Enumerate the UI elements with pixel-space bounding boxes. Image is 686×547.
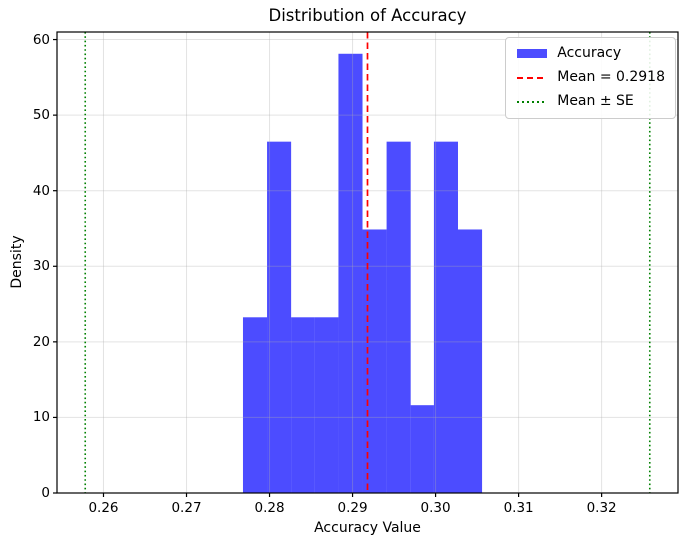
legend-item-accuracy: Accuracy [517, 45, 665, 62]
legend-label-mean-se: Mean ± SE [557, 93, 634, 109]
histogram-bar [457, 229, 483, 494]
histogram-bar [242, 317, 268, 493]
y-tick-label: 20 [32, 333, 50, 350]
x-tick-label: 0.32 [586, 500, 617, 516]
histogram-bar [433, 141, 458, 494]
histogram-bar [362, 229, 387, 494]
plot-border [56, 31, 679, 494]
x-tick-label: 0.28 [254, 500, 285, 516]
y-tick-label: 40 [32, 182, 50, 199]
legend-swatch-mean-dashed-line [517, 76, 548, 79]
histogram-bar [410, 405, 434, 493]
legend: Accuracy Mean = 0.2918 Mean ± SE [505, 37, 676, 119]
histogram-bar [291, 317, 315, 493]
y-tick-label: 10 [32, 409, 50, 426]
x-tick-label: 0.31 [503, 500, 534, 516]
legend-label-mean: Mean = 0.2918 [557, 69, 665, 85]
x-tick-label: 0.26 [88, 500, 119, 516]
chart-title: Distribution of Accuracy [268, 6, 467, 25]
x-tick-label: 0.29 [337, 500, 368, 516]
histogram-bar [314, 317, 339, 493]
histogram-bar [386, 141, 411, 494]
y-tick-label: 30 [32, 258, 50, 275]
y-tick-label: 0 [41, 485, 50, 501]
x-axis-label: Accuracy Value [314, 520, 421, 536]
legend-label-accuracy: Accuracy [557, 45, 622, 61]
legend-swatch-accuracy-patch [517, 49, 548, 58]
x-tick-label: 0.30 [420, 500, 451, 516]
y-tick-label: 50 [32, 107, 50, 124]
histogram-bar [267, 141, 292, 494]
legend-swatch-mean-se-dotted-line [517, 100, 548, 103]
histogram-bar [338, 53, 363, 493]
legend-item-mean-se: Mean ± SE [517, 93, 665, 110]
legend-item-mean: Mean = 0.2918 [517, 69, 665, 86]
y-tick-label: 60 [32, 31, 50, 48]
x-tick-label: 0.27 [171, 500, 202, 516]
